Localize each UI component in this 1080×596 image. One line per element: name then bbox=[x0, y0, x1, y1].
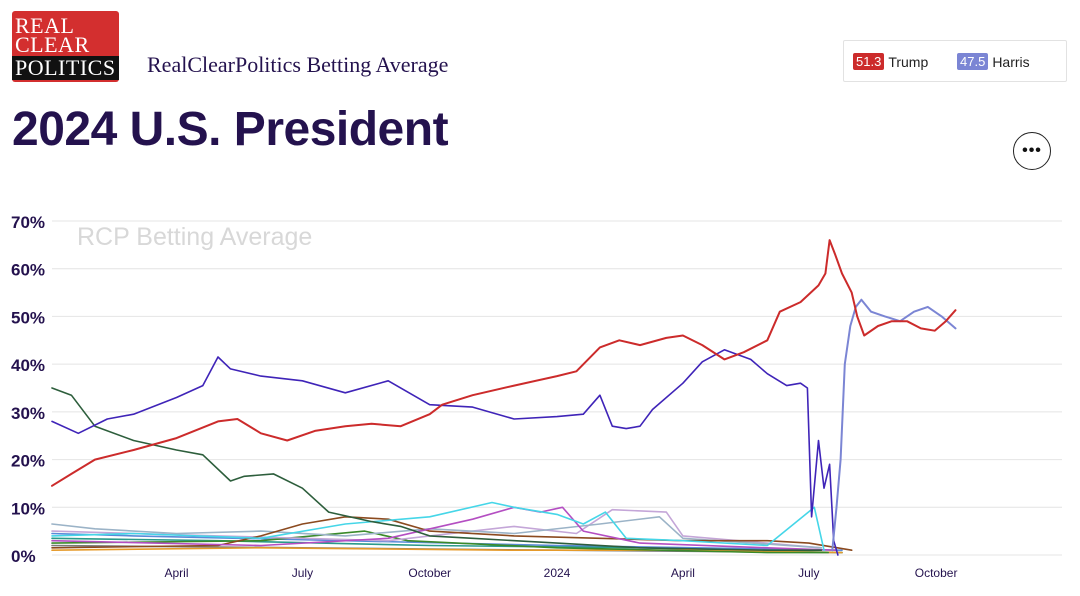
legend-value-harris: 47.5 bbox=[957, 53, 989, 70]
series-line-6 bbox=[51, 516, 853, 551]
x-tick-label: October bbox=[915, 566, 958, 580]
page-subtitle: RealClearPolitics Betting Average bbox=[147, 52, 449, 77]
series-line-8 bbox=[51, 508, 823, 549]
page-title: 2024 U.S. President bbox=[12, 103, 449, 156]
y-tick-label: 70% bbox=[11, 213, 45, 232]
series-line-3 bbox=[51, 387, 823, 551]
y-tick-label: 20% bbox=[11, 452, 45, 471]
x-tick-label: July bbox=[798, 566, 819, 580]
series-line-harris bbox=[831, 298, 957, 552]
x-tick-label: 2024 bbox=[544, 566, 571, 580]
x-tick-label: October bbox=[408, 566, 451, 580]
logo-line-clear: CLEAR bbox=[15, 32, 90, 57]
ellipsis-icon: ••• bbox=[1022, 142, 1042, 159]
more-options-button[interactable]: ••• bbox=[1013, 132, 1051, 170]
series-line-trump bbox=[51, 239, 957, 487]
y-tick-label: 0% bbox=[11, 547, 36, 566]
legend-value-trump: 51.3 bbox=[853, 53, 885, 70]
y-tick-label: 10% bbox=[11, 499, 45, 518]
rcp-logo: REAL CLEAR POLITICS bbox=[12, 11, 119, 82]
y-tick-label: 40% bbox=[11, 356, 45, 375]
legend-label-trump: Trump bbox=[888, 53, 929, 70]
y-tick-label: 60% bbox=[11, 261, 45, 280]
legend-item-harris[interactable]: 47.5 Harris bbox=[957, 53, 1030, 70]
x-tick-label: April bbox=[165, 566, 189, 580]
x-tick-label: July bbox=[292, 566, 313, 580]
series-line-2 bbox=[51, 349, 839, 556]
series-line-4 bbox=[51, 501, 825, 551]
logo-line-politics: POLITICS bbox=[12, 56, 119, 80]
betting-average-chart: 0% 10% 20% 30% 40% 50% 60% 70% RCP Betting Avera… bbox=[11, 213, 1062, 580]
series-line-9 bbox=[51, 530, 829, 554]
y-tick-label: 30% bbox=[11, 404, 45, 423]
legend-box: 51.3 Trump 47.5 Harris bbox=[843, 40, 1067, 82]
x-tick-label: April bbox=[671, 566, 695, 580]
y-tick-label: 50% bbox=[11, 308, 45, 327]
logo-line-real: REAL bbox=[15, 13, 75, 38]
legend-item-trump[interactable]: 51.3 Trump bbox=[853, 53, 928, 70]
chart-watermark: RCP Betting Average bbox=[77, 223, 312, 251]
series-line-10 bbox=[51, 547, 843, 554]
legend-label-harris: Harris bbox=[992, 53, 1030, 70]
